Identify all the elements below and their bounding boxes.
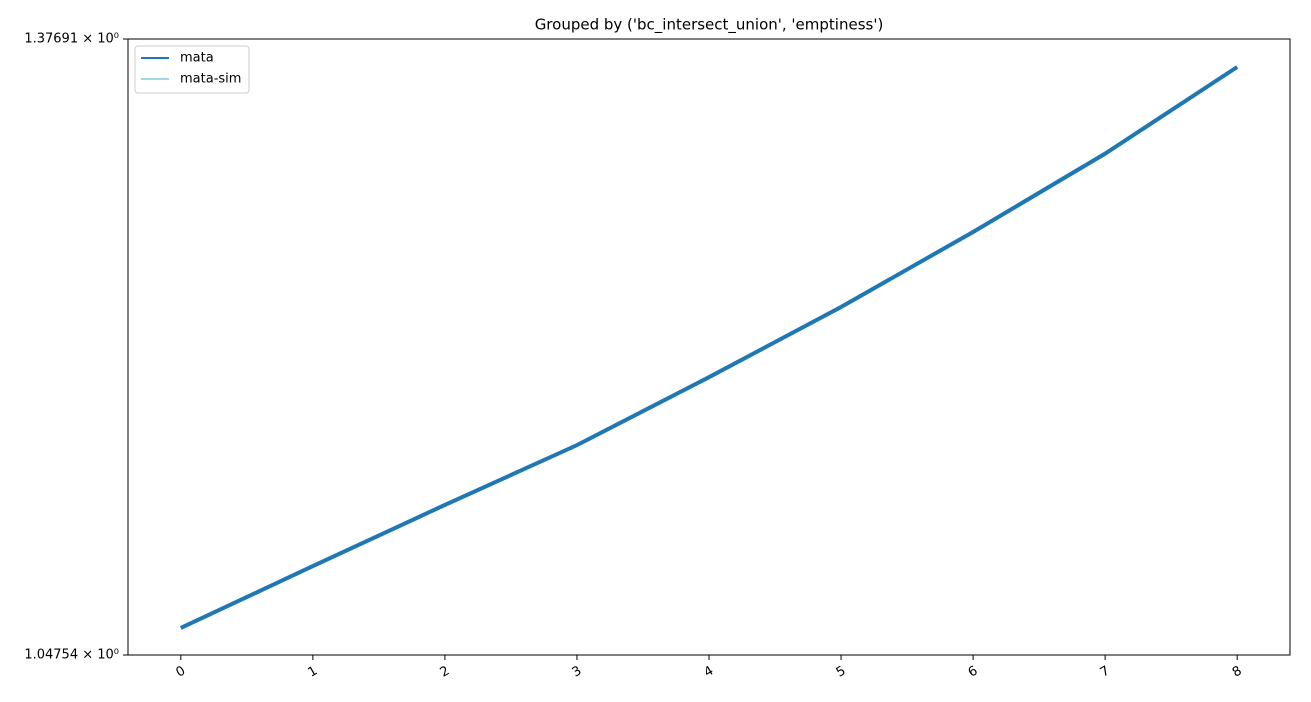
- x-tick-label: 4: [702, 663, 717, 680]
- x-tick-label: 8: [1230, 663, 1245, 680]
- x-tick-label: 1: [306, 663, 321, 680]
- chart-title: Grouped by ('bc_intersect_union', 'empti…: [535, 16, 884, 35]
- y-tick-label: 1.04754 × 10⁰: [24, 648, 119, 663]
- legend-label: mata: [180, 51, 214, 66]
- x-tick-label: 5: [834, 663, 849, 680]
- x-tick-label: 6: [966, 663, 981, 680]
- plot-frame: [127, 38, 1291, 656]
- legend-label: mata-sim: [180, 72, 241, 87]
- x-tick-label: 0: [173, 663, 188, 680]
- line: [179, 65, 1239, 630]
- x-tick-label: 7: [1098, 663, 1113, 680]
- x-tick-label: 3: [570, 663, 585, 680]
- x-tick-label: 2: [438, 663, 453, 680]
- y-tick-label: 1.37691 × 10⁰: [24, 32, 119, 47]
- line: [179, 65, 1239, 630]
